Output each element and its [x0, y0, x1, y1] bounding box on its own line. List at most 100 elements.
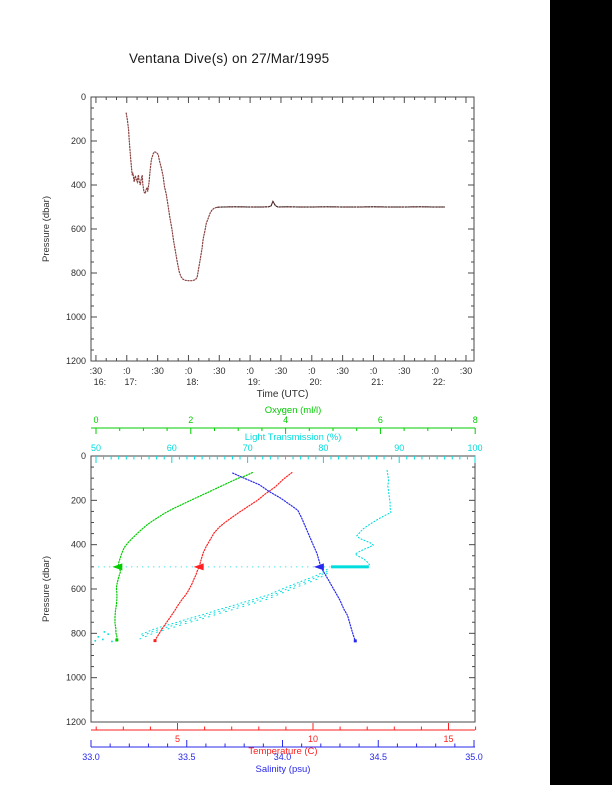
- axis-label: Pressure (dbar): [41, 196, 52, 262]
- axis-label: 600: [71, 584, 86, 594]
- axis-label: 10: [308, 734, 318, 744]
- scatter-dot: [111, 640, 113, 643]
- temperature-profile-series: [153, 472, 293, 643]
- axis-label: 34.5: [369, 752, 387, 762]
- axis-label: 1000: [66, 673, 86, 683]
- axis-label: 0: [81, 92, 86, 102]
- axis-label: :30: [275, 366, 288, 376]
- plot-frame: [90, 96, 475, 362]
- parked-depth-light-bar: [330, 565, 369, 569]
- series-line: [139, 572, 328, 640]
- scatter-dot: [103, 631, 106, 633]
- axis-label: Salinity (psu): [256, 764, 311, 775]
- axis-label: 60: [167, 443, 177, 453]
- scatter-dot: [94, 639, 97, 642]
- axis-label: 6: [378, 415, 383, 425]
- axis-label: 1200: [66, 717, 86, 727]
- axis-label: 22:: [433, 377, 446, 387]
- axis-label: :0: [370, 366, 378, 376]
- parked-depth-arrow: [193, 563, 204, 571]
- axis-label: 200: [71, 495, 86, 505]
- axis-label: 200: [71, 136, 86, 146]
- parked-depth-arrow: [313, 563, 324, 571]
- axis-label: :0: [246, 366, 254, 376]
- parked-depth-arrow: [112, 563, 123, 571]
- axis-label: 800: [71, 268, 86, 278]
- axis-label: 70: [243, 443, 253, 453]
- series-line: [354, 469, 392, 566]
- salinity-profile-series: [232, 472, 357, 643]
- axis-label: :30: [151, 366, 164, 376]
- series-line: [139, 570, 328, 638]
- axis-label: Time (UTC): [257, 389, 309, 400]
- dive-profile-series: [125, 112, 445, 282]
- pressure-axis-labels-bottom: 0 200 400 600 800 1000 1200 Pressure (dbar): [41, 451, 86, 727]
- axis-label: 17:: [125, 377, 138, 387]
- axis-label: 800: [71, 628, 86, 638]
- page-title: Ventana Dive(s) on 27/Mar/1995: [129, 51, 330, 66]
- axis-label: 0: [93, 415, 98, 425]
- axis-label: 1000: [66, 312, 86, 322]
- axis-label: :0: [185, 366, 193, 376]
- axis-label: 19:: [248, 377, 261, 387]
- dive-profile-chart-frame: [90, 96, 475, 362]
- axis-label: 18:: [186, 377, 199, 387]
- light-transmission-series: [94, 469, 392, 643]
- axis-label: 90: [394, 443, 404, 453]
- axis-label: :0: [308, 366, 316, 376]
- axis-label: Pressure (dbar): [41, 556, 52, 622]
- axis-label: 4: [283, 415, 288, 425]
- axis-label: 400: [71, 540, 86, 550]
- axis-label: :0: [123, 366, 131, 376]
- scatter-dot: [97, 635, 100, 638]
- series-line: [216, 200, 445, 208]
- profile-chart-frame: [90, 455, 476, 723]
- profile-end-marker: [353, 639, 357, 643]
- salinity-axis: 33.0 33.5 34.0 34.5 35.0 Salinity (psu): [82, 740, 483, 775]
- axis-label: 35.0: [465, 752, 483, 762]
- axis-label: :30: [398, 366, 411, 376]
- axis-label: 2: [188, 415, 193, 425]
- axis-label: Light Transmission (%): [245, 432, 342, 443]
- axis-label: 16:: [94, 377, 107, 387]
- light-transmission-axis: 50 60 70 80 90 100 Light Transmission (%): [91, 432, 483, 463]
- profile-end-marker: [115, 638, 119, 642]
- axis-label: 5: [175, 734, 180, 744]
- series-line: [114, 472, 253, 641]
- axis-label: 80: [318, 443, 328, 453]
- axis-label: :30: [460, 366, 473, 376]
- axis-label: 34.0: [274, 752, 292, 762]
- axis-label: 1200: [66, 356, 86, 366]
- axis-label: 33.0: [82, 752, 100, 762]
- axis-label: 0: [81, 451, 86, 461]
- series-line: [125, 112, 445, 282]
- axis-label: 400: [71, 180, 86, 190]
- series-line: [139, 568, 328, 636]
- axis-label: 100: [467, 443, 482, 453]
- profile-end-marker: [153, 639, 157, 643]
- oxygen-profile-series: [112, 472, 253, 642]
- series-line: [232, 472, 356, 642]
- axis-label: 8: [473, 415, 478, 425]
- axis-label: :30: [90, 366, 103, 376]
- series-line: [154, 472, 293, 642]
- axis-label: 33.5: [178, 752, 196, 762]
- axis-label: :30: [336, 366, 349, 376]
- axis-label: Oxygen (ml/l): [265, 405, 321, 416]
- axis-label: 21:: [371, 377, 384, 387]
- oxygen-axis: 0 2 4 6 8 Oxygen (ml/l): [91, 405, 478, 434]
- axis-label: Temperature (C): [248, 746, 317, 757]
- pressure-axis-labels-top: 0 200 400 600 800 1000 1200 Pressure (dbar): [41, 92, 86, 366]
- axis-label: 600: [71, 224, 86, 234]
- axis-label: :0: [431, 366, 439, 376]
- scatter-dot: [107, 633, 109, 635]
- scatter-dot: [102, 638, 104, 641]
- axis-label: 50: [91, 443, 101, 453]
- axis-label: :30: [213, 366, 226, 376]
- axis-label: 20:: [310, 377, 323, 387]
- right-black-band: [550, 0, 612, 785]
- temperature-axis: 5 10 15 Temperature (C): [91, 723, 477, 757]
